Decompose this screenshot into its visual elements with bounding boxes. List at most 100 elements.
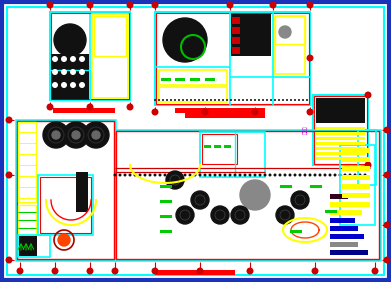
Bar — [330, 250, 368, 255]
Circle shape — [226, 99, 228, 101]
Circle shape — [278, 99, 280, 101]
Bar — [316, 152, 365, 155]
Circle shape — [43, 122, 69, 148]
Bar — [342, 175, 370, 180]
Circle shape — [339, 173, 341, 177]
Circle shape — [270, 99, 272, 101]
Circle shape — [273, 173, 276, 177]
Circle shape — [198, 99, 200, 101]
Circle shape — [113, 173, 117, 177]
Circle shape — [154, 99, 156, 101]
Circle shape — [364, 162, 371, 169]
Circle shape — [302, 99, 304, 101]
Circle shape — [210, 99, 212, 101]
Bar — [185, 113, 265, 118]
Circle shape — [178, 99, 180, 101]
Circle shape — [5, 171, 13, 179]
Bar — [204, 145, 211, 148]
Bar — [160, 185, 172, 188]
Circle shape — [384, 171, 391, 179]
Circle shape — [58, 234, 70, 246]
Circle shape — [72, 131, 80, 139]
Circle shape — [127, 103, 133, 111]
Circle shape — [264, 173, 267, 177]
Circle shape — [251, 109, 258, 116]
Circle shape — [250, 99, 252, 101]
Circle shape — [166, 171, 184, 189]
Circle shape — [199, 173, 201, 177]
Circle shape — [197, 268, 203, 274]
Circle shape — [179, 173, 181, 177]
Circle shape — [154, 173, 156, 177]
Circle shape — [234, 99, 236, 101]
Bar — [115, 130, 380, 260]
Circle shape — [149, 173, 151, 177]
Circle shape — [194, 99, 196, 101]
Bar — [342, 184, 370, 189]
Bar — [92, 14, 128, 98]
Circle shape — [86, 1, 93, 8]
Bar — [224, 145, 231, 148]
Bar — [190, 78, 200, 81]
Circle shape — [206, 99, 208, 101]
Bar — [200, 132, 265, 177]
Circle shape — [230, 99, 232, 101]
Circle shape — [151, 109, 158, 116]
Bar — [160, 215, 172, 218]
Bar — [330, 218, 355, 223]
Circle shape — [364, 173, 366, 177]
Circle shape — [170, 99, 172, 101]
Circle shape — [61, 56, 67, 62]
Bar — [161, 78, 171, 81]
Circle shape — [298, 173, 301, 177]
Circle shape — [307, 1, 314, 8]
Bar — [358, 130, 376, 185]
Circle shape — [163, 173, 167, 177]
Circle shape — [348, 173, 352, 177]
Circle shape — [63, 122, 89, 148]
Bar — [275, 16, 305, 74]
Circle shape — [61, 69, 67, 75]
Circle shape — [158, 173, 161, 177]
Circle shape — [166, 99, 168, 101]
Bar — [18, 205, 36, 235]
Bar — [16, 120, 115, 260]
Bar — [17, 121, 114, 259]
Circle shape — [86, 268, 93, 274]
Circle shape — [240, 180, 270, 210]
Circle shape — [47, 103, 54, 111]
Circle shape — [262, 99, 264, 101]
Bar — [160, 200, 172, 203]
Circle shape — [191, 191, 209, 209]
Circle shape — [158, 99, 160, 101]
Circle shape — [79, 82, 85, 88]
Circle shape — [202, 99, 204, 101]
Bar — [175, 78, 185, 81]
Circle shape — [219, 173, 221, 177]
Circle shape — [289, 173, 292, 177]
Bar — [94, 16, 126, 56]
Bar — [156, 13, 309, 104]
Circle shape — [258, 99, 260, 101]
Circle shape — [246, 268, 253, 274]
Circle shape — [52, 131, 60, 139]
Circle shape — [83, 122, 109, 148]
Bar — [316, 98, 365, 123]
Circle shape — [70, 82, 76, 88]
Circle shape — [214, 99, 216, 101]
Circle shape — [242, 99, 244, 101]
Bar — [313, 95, 368, 165]
Circle shape — [151, 1, 158, 8]
Circle shape — [203, 173, 206, 177]
Circle shape — [290, 99, 292, 101]
Bar — [342, 148, 370, 153]
Circle shape — [319, 173, 321, 177]
Bar — [330, 202, 352, 207]
Circle shape — [183, 173, 187, 177]
Bar — [330, 210, 362, 215]
Circle shape — [328, 173, 332, 177]
Circle shape — [163, 18, 207, 62]
Circle shape — [129, 173, 131, 177]
Bar — [316, 137, 365, 140]
Bar — [51, 54, 89, 100]
